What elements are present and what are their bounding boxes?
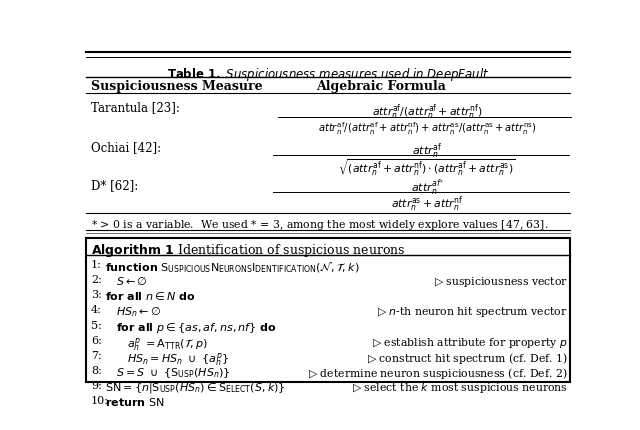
Text: $HS_n \leftarrow \emptyset$: $HS_n \leftarrow \emptyset$ (116, 305, 161, 319)
Text: D* [62]:: D* [62]: (91, 179, 138, 192)
Text: $attr_n^{\mathrm{af}}$: $attr_n^{\mathrm{af}}$ (412, 141, 442, 160)
Text: $\mathbf{Algorithm\ 1}$ Identification of suspicious neurons: $\mathbf{Algorithm\ 1}$ Identification o… (91, 241, 405, 258)
Text: 3:: 3: (91, 290, 102, 300)
Text: $attr_n^{af^{*}}$: $attr_n^{af^{*}}$ (410, 178, 444, 197)
Text: $\triangleright$ construct hit spectrum (cf. Def. 1): $\triangleright$ construct hit spectrum … (367, 350, 568, 365)
Text: $\triangleright$ select the $k$ most suspicious neurons: $\triangleright$ select the $k$ most sus… (351, 380, 568, 394)
Text: $\triangleright$ determine neuron suspiciousness (cf. Def. 2): $\triangleright$ determine neuron suspic… (308, 365, 568, 380)
Text: $\mathbf{for\ all}$ $n \in N$ $\mathbf{do}$: $\mathbf{for\ all}$ $n \in N$ $\mathbf{d… (105, 290, 195, 301)
Text: 8:: 8: (91, 365, 102, 375)
Text: 6:: 6: (91, 335, 102, 345)
Text: $attr_n^{\mathrm{as}}+attr_n^{\mathrm{nf}}$: $attr_n^{\mathrm{as}}+attr_n^{\mathrm{nf… (391, 194, 463, 214)
Text: Algebraic Formula: Algebraic Formula (316, 80, 445, 93)
Text: $S = S\ \cup\ \{\mathrm{S}_{\mathrm{USP}}(HS_n)\}$: $S = S\ \cup\ \{\mathrm{S}_{\mathrm{USP}… (116, 365, 230, 379)
Text: $\mathbf{return}$ $\mathrm{SN}$: $\mathbf{return}$ $\mathrm{SN}$ (105, 395, 164, 407)
Text: $\sqrt{(attr_n^{\mathrm{af}}+attr_n^{\mathrm{nf}})\cdot(attr_n^{\mathrm{af}}+att: $\sqrt{(attr_n^{\mathrm{af}}+attr_n^{\ma… (339, 157, 516, 178)
Text: $attr_n^{\mathrm{af}}/(attr_n^{\mathrm{af}}+attr_n^{\mathrm{nf}})+attr_n^{\mathr: $attr_n^{\mathrm{af}}/(attr_n^{\mathrm{a… (318, 120, 536, 136)
Text: $\mathbf{function}$ $\mathrm{S}_{\mathrm{USPICIOUS}}\mathrm{N}_{\mathrm{EURONS}}: $\mathbf{function}$ $\mathrm{S}_{\mathrm… (105, 260, 360, 274)
Text: Ochiai [42]:: Ochiai [42]: (91, 141, 161, 154)
Text: 9:: 9: (91, 380, 102, 390)
Text: 2:: 2: (91, 275, 102, 285)
Text: 5:: 5: (91, 320, 102, 330)
Text: $\mathbf{Table\ 1.}$ $\it{Suspiciousness\ measures\ used\ in\ DeepFault}$: $\mathbf{Table\ 1.}$ $\it{Suspiciousness… (167, 65, 489, 83)
FancyBboxPatch shape (86, 238, 570, 382)
Text: $\triangleright$ suspiciousness vector: $\triangleright$ suspiciousness vector (433, 275, 568, 289)
Text: $S \leftarrow \emptyset$: $S \leftarrow \emptyset$ (116, 275, 147, 286)
Text: $*$ > 0 is a variable.  We used $*$ = 3, among the most widely explore values [4: $*$ > 0 is a variable. We used $*$ = 3, … (91, 217, 548, 231)
Text: Suspiciousness Measure: Suspiciousness Measure (91, 80, 262, 93)
Text: $HS_n = HS_n\ \cup\ \{a_n^p\}$: $HS_n = HS_n\ \cup\ \{a_n^p\}$ (127, 350, 228, 367)
Text: $attr_n^{\mathrm{af}}/(attr_n^{\mathrm{af}}+attr_n^{\mathrm{nf}})$: $attr_n^{\mathrm{af}}/(attr_n^{\mathrm{a… (372, 102, 483, 122)
Text: $\triangleright$ $n$-th neuron hit spectrum vector: $\triangleright$ $n$-th neuron hit spect… (377, 305, 568, 319)
Text: $\mathrm{SN} = \{n|\mathrm{S}_{\mathrm{USP}}(HS_n) \in \mathrm{S}_{\mathrm{ELECT: $\mathrm{SN} = \{n|\mathrm{S}_{\mathrm{U… (105, 380, 285, 394)
Text: 7:: 7: (91, 350, 102, 360)
Text: $\mathbf{for\ all}$ $p \in \{as, af, ns, nf\}$ $\mathbf{do}$: $\mathbf{for\ all}$ $p \in \{as, af, ns,… (116, 320, 276, 334)
Text: $a_n^p\ =\mathrm{A}_{\mathrm{TTR}}(\mathcal{T}, p)$: $a_n^p\ =\mathrm{A}_{\mathrm{TTR}}(\math… (127, 335, 207, 352)
Text: 4:: 4: (91, 305, 102, 315)
Text: Tarantula [23]:: Tarantula [23]: (91, 101, 180, 114)
Text: 1:: 1: (91, 260, 102, 270)
Text: $\triangleright$ establish attribute for property $p$: $\triangleright$ establish attribute for… (372, 335, 568, 349)
Text: 10:: 10: (91, 395, 109, 405)
